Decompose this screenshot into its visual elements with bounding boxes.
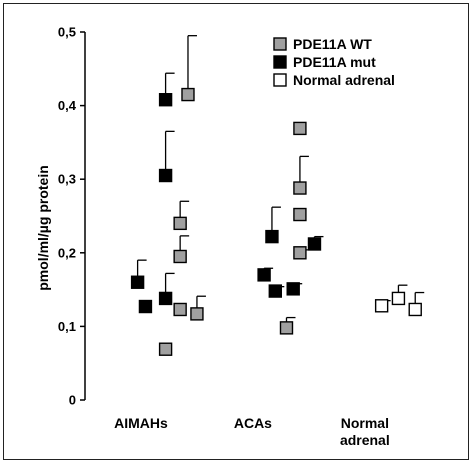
- data-point: [130, 275, 145, 289]
- data-point: [257, 268, 271, 282]
- data-point: [138, 299, 153, 314]
- data-point: [293, 121, 307, 136]
- y-tick-label: 0,4: [58, 98, 77, 113]
- data-point: [158, 342, 173, 356]
- data-point: [293, 246, 307, 260]
- data-point: [158, 291, 173, 306]
- data-points: [130, 35, 425, 356]
- data-point: [293, 181, 307, 195]
- y-tick-label: 0,3: [58, 172, 76, 187]
- y-axis-title: pmol/ml/µg protein: [35, 165, 51, 291]
- data-point: [286, 282, 300, 296]
- y-tick-label: 0: [69, 393, 76, 408]
- data-point: [307, 237, 322, 251]
- legend-swatch: [273, 55, 287, 69]
- x-category-label: AIMAHs: [114, 415, 168, 431]
- data-point: [173, 216, 187, 231]
- y-axis-ticks: 0 0,1 0,2 0,3 0,4 0,5: [58, 25, 85, 408]
- legend-swatch: [273, 73, 287, 87]
- legend-label: PDE11A mut: [293, 54, 376, 70]
- data-point: [391, 291, 406, 306]
- y-tick-label: 0,1: [58, 319, 76, 334]
- y-tick-label: 0,2: [58, 245, 76, 260]
- x-category-label: Normal: [341, 415, 389, 431]
- data-point: [268, 284, 282, 298]
- data-point: [265, 229, 279, 244]
- x-category-label-line2: adrenal: [340, 432, 390, 448]
- data-point: [190, 307, 204, 321]
- legend-label: Normal adrenal: [293, 72, 395, 88]
- data-point: [293, 207, 307, 222]
- data-point: [158, 93, 173, 107]
- data-point: [408, 302, 422, 317]
- data-point: [181, 87, 195, 102]
- data-point: [279, 321, 294, 335]
- data-point: [173, 249, 187, 264]
- data-point: [158, 168, 173, 183]
- figure-frame: [3, 3, 469, 460]
- legend-label: PDE11A WT: [293, 36, 372, 52]
- legend-swatch: [273, 37, 287, 51]
- legend: PDE11A WT PDE11A mut Normal adrenal: [273, 36, 395, 88]
- data-point: [374, 299, 389, 313]
- y-tick-label: 0,5: [58, 25, 76, 40]
- data-point: [173, 302, 187, 317]
- x-category-label: ACAs: [234, 415, 272, 431]
